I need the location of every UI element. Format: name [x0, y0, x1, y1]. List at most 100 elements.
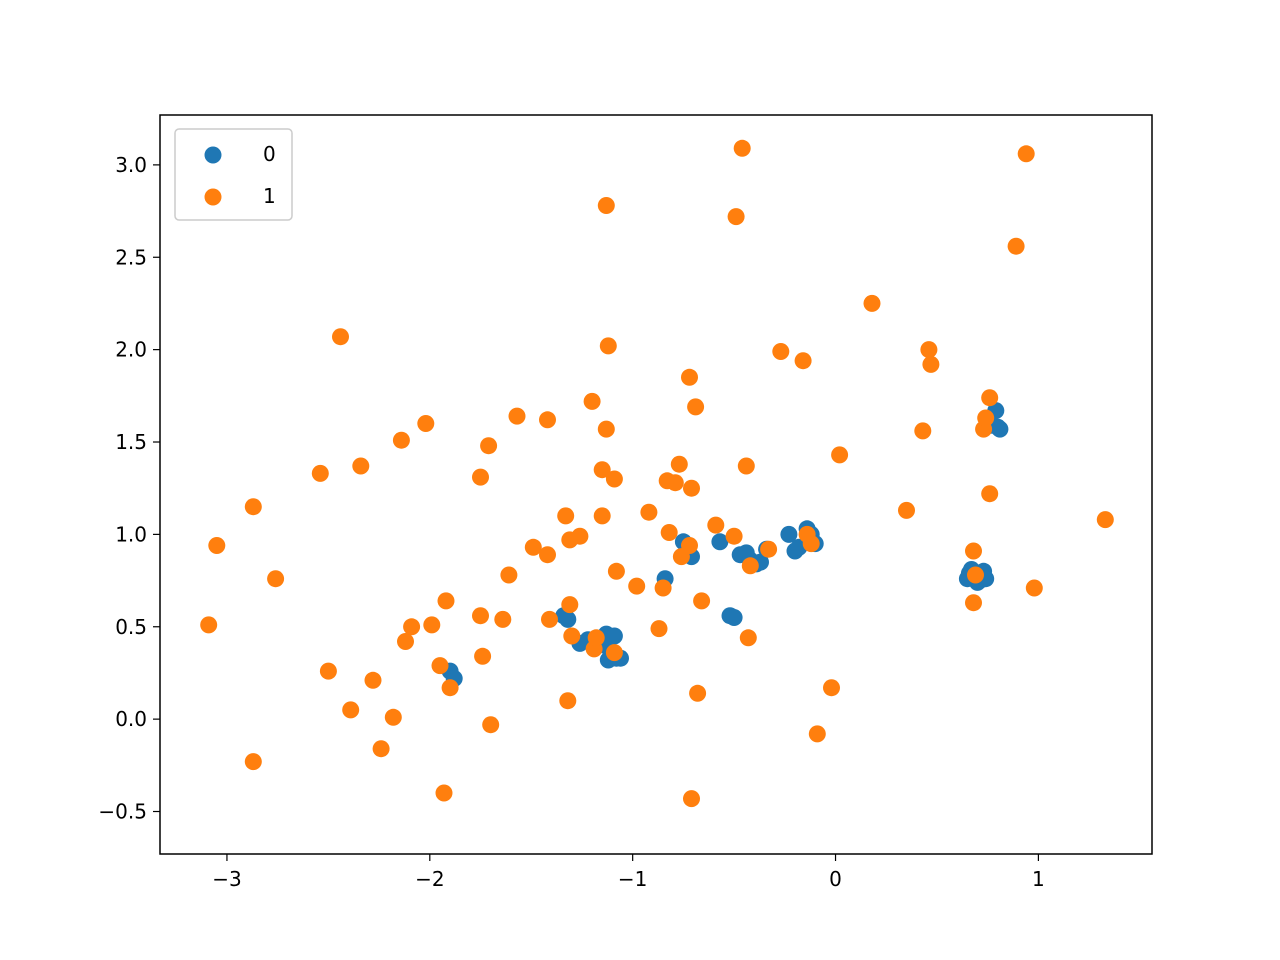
- scatter-point-series-1: [200, 616, 218, 634]
- y-tick-label: 1.5: [115, 430, 147, 454]
- scatter-point-series-1: [364, 671, 382, 689]
- scatter-point-series-1: [441, 679, 459, 697]
- scatter-point-series-1: [681, 368, 698, 386]
- scatter-point-series-1: [352, 457, 370, 475]
- legend-label-series-0: 0: [263, 142, 276, 166]
- scatter-point-series-1: [597, 420, 615, 438]
- scatter-point-series-1: [654, 579, 672, 597]
- scatter-point-series-1: [640, 503, 658, 521]
- scatter-point-series-1: [472, 607, 489, 625]
- scatter-point-series-1: [472, 468, 489, 486]
- scatter-point-series-1: [342, 701, 360, 719]
- legend-box: [174, 128, 293, 221]
- scatter-point-series-1: [431, 657, 449, 675]
- scatter-point-series-1: [587, 629, 605, 647]
- y-tick-label: 1.0: [115, 522, 147, 546]
- x-tick-label: −1: [618, 867, 647, 891]
- scatter-point-series-1: [437, 592, 455, 610]
- scatter-point-series-1: [1025, 579, 1043, 597]
- scatter-point-series-1: [559, 692, 577, 710]
- scatter-point-series-1: [693, 592, 711, 610]
- scatter-point-series-1: [319, 662, 337, 680]
- scatter-point-series-1: [607, 562, 625, 580]
- legend-marker-series-0: [204, 146, 222, 164]
- scatter-point-series-1: [670, 455, 688, 473]
- scatter-point-series-1: [539, 546, 556, 564]
- scatter-point-series-1: [571, 527, 589, 545]
- scatter-point-series-1: [593, 461, 611, 479]
- scatter-point-series-1: [435, 784, 453, 802]
- scatter-point-series-1: [727, 208, 745, 226]
- scatter-point-series-1: [981, 389, 999, 407]
- scatter-point-series-1: [660, 524, 678, 541]
- scatter-point-series-1: [561, 596, 579, 614]
- scatter-point-series-1: [683, 790, 700, 808]
- scatter-point-series-1: [267, 570, 285, 588]
- scatter-point-series-1: [372, 740, 390, 758]
- scatter-point-series-1: [725, 527, 743, 545]
- scatter-point-series-1: [739, 629, 757, 647]
- scatter-point-series-1: [599, 337, 617, 355]
- scatter-point-series-0: [780, 525, 798, 543]
- scatter-point-series-1: [760, 540, 778, 558]
- scatter-point-series-1: [593, 507, 611, 525]
- scatter-point-series-1: [794, 352, 812, 370]
- scatter-point-series-1: [384, 708, 402, 726]
- x-axis: −3 −2 −1 0 1: [212, 854, 1045, 891]
- points-layer: [200, 139, 1114, 808]
- legend-label-series-1: 1: [263, 184, 276, 208]
- x-tick-label: −2: [415, 867, 444, 891]
- scatter-point-series-1: [397, 633, 414, 650]
- scatter-point-series-1: [311, 464, 329, 482]
- scatter-point-series-0: [559, 610, 577, 628]
- scatter-point-series-1: [1007, 237, 1025, 255]
- scatter-point-series-1: [482, 716, 500, 734]
- scatter-point-series-1: [474, 647, 492, 665]
- scatter-point-series-1: [208, 537, 226, 554]
- scatter-point-series-1: [823, 679, 840, 697]
- y-tick-label: 2.0: [115, 338, 147, 362]
- scatter-point-series-1: [863, 294, 881, 312]
- x-tick-label: −3: [212, 867, 241, 891]
- scatter-point-series-1: [605, 644, 623, 662]
- scatter-point-series-1: [920, 341, 938, 359]
- scatter-point-series-1: [914, 422, 932, 440]
- scatter-point-series-1: [557, 507, 575, 525]
- scatter-point-series-1: [508, 407, 526, 425]
- x-tick-label: 1: [1032, 867, 1045, 891]
- y-tick-label: −0.5: [98, 800, 147, 824]
- scatter-point-series-1: [683, 479, 700, 497]
- scatter-point-series-1: [244, 498, 262, 516]
- scatter-point-series-0: [711, 533, 729, 551]
- y-tick-label: 0.5: [115, 615, 147, 639]
- scatter-point-series-1: [417, 415, 435, 432]
- y-axis: −0.5 0.0 0.5 1.0 1.5 2.0 2.5 3.0: [98, 153, 160, 824]
- scatter-point-series-1: [965, 594, 982, 612]
- scatter-point-series-1: [628, 577, 646, 595]
- scatter-point-series-1: [967, 566, 984, 584]
- legend-marker-series-1: [204, 188, 222, 206]
- legend: 0 1: [174, 128, 293, 221]
- scatter-point-series-1: [1017, 145, 1035, 163]
- scatter-point-series-1: [605, 470, 623, 488]
- scatter-point-series-1: [666, 474, 684, 492]
- scatter-point-series-1: [563, 627, 581, 645]
- scatter-point-series-1: [772, 343, 790, 360]
- y-tick-label: 2.5: [115, 245, 147, 269]
- scatter-point-series-1: [898, 501, 915, 519]
- scatter-point-series-1: [494, 610, 512, 628]
- scatter-point-series-1: [480, 437, 498, 455]
- scatter-point-series-1: [1096, 511, 1114, 529]
- scatter-point-series-1: [737, 457, 755, 475]
- scatter-point-series-1: [922, 355, 940, 373]
- scatter-point-series-1: [244, 753, 262, 771]
- scatter-point-series-1: [583, 392, 601, 410]
- x-tick-label: 0: [829, 867, 842, 891]
- plot-frame: [159, 114, 1153, 855]
- scatter-point-series-1: [541, 610, 558, 628]
- scatter-point-series-1: [423, 616, 441, 634]
- scatter-point-series-1: [524, 538, 542, 556]
- scatter-point-series-1: [403, 618, 421, 636]
- scatter-point-series-1: [733, 139, 751, 157]
